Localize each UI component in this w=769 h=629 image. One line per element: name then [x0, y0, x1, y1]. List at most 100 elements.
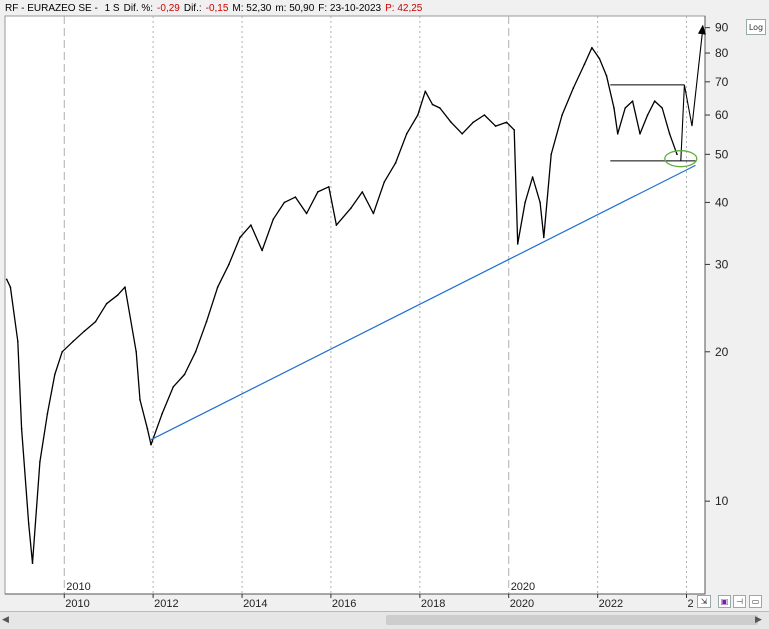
price-point [94, 320, 97, 323]
price-point [531, 176, 534, 178]
x-tick-label: 2018 [421, 598, 445, 610]
price-point [283, 201, 286, 204]
x-tick-label: 2020 [510, 598, 534, 610]
price-point [383, 181, 386, 183]
dif-pct-label: Dif. %: [123, 3, 154, 14]
scrollbar-thumb[interactable] [386, 615, 758, 625]
price-point [83, 330, 86, 333]
y-tick-label: 90 [715, 21, 729, 35]
y-tick-label: 50 [715, 147, 729, 161]
log-scale-button[interactable]: Log [746, 19, 766, 35]
quote-header: RF - EURAZEO SE - 1 S Dif. %: -0,29 Dif.: -0… [5, 3, 426, 14]
price-point [39, 461, 41, 463]
price-point [646, 114, 649, 116]
price-point [361, 191, 364, 193]
price-series-line [6, 47, 678, 564]
price-point [139, 399, 141, 401]
y-tick-label: 10 [715, 494, 729, 508]
y-tick-label: 70 [715, 75, 729, 89]
plot-area[interactable] [4, 15, 706, 595]
price-point [591, 46, 593, 49]
price-point [350, 207, 352, 209]
period-label: 1 S [104, 3, 120, 14]
y-tick-label: 20 [715, 345, 729, 359]
price-point [54, 373, 56, 376]
price-point [124, 286, 126, 288]
price-point [183, 373, 186, 376]
price-point [624, 107, 626, 109]
dif-label: Dif.: [183, 3, 202, 14]
min-label: m: 50,90 [275, 3, 315, 14]
price-point [161, 413, 163, 415]
price-point [483, 114, 486, 116]
price-point [605, 74, 608, 77]
projection-arrowhead [697, 24, 706, 35]
x-axis: 2010 2012 2014 2016 2018 2020 2022 2 [5, 593, 705, 610]
y-tick-label: 30 [715, 257, 729, 271]
zoom-icon[interactable]: ⇲ [697, 595, 711, 608]
x-tick-label: 2014 [243, 598, 267, 610]
price-point [394, 162, 397, 164]
x-tick-label: 2022 [599, 598, 623, 610]
price-point [9, 286, 12, 288]
price-point [116, 294, 119, 297]
price-point [653, 100, 656, 102]
price-point [20, 427, 23, 430]
price-point [424, 90, 427, 93]
y-axis: 10 20 30 40 50 60 70 80 90 [704, 16, 729, 594]
in-chart-year-label: 2020 [511, 581, 535, 593]
price-point [516, 243, 519, 245]
price-point [335, 224, 338, 226]
price-point [105, 302, 108, 305]
price-point [598, 57, 601, 60]
pin-icon[interactable]: ⊣ [733, 595, 746, 608]
price-point [524, 201, 526, 204]
price-point [17, 340, 19, 343]
price-point [150, 443, 152, 446]
price-point [250, 224, 252, 226]
price-point [550, 153, 552, 156]
trendline [150, 164, 696, 441]
x-tick-label: 2016 [332, 598, 356, 610]
price-point [472, 121, 475, 124]
price-point [61, 351, 63, 353]
scroll-right-arrow-icon[interactable]: ▶ [755, 614, 762, 624]
price-point [405, 133, 408, 135]
window-icon[interactable]: ▭ [749, 595, 762, 608]
scroll-left-arrow-icon[interactable]: ◀ [2, 614, 9, 624]
price-point [146, 427, 149, 430]
price-point [46, 413, 49, 415]
price-point [216, 286, 219, 288]
price-point [228, 263, 230, 266]
price-point [372, 212, 375, 215]
price-point [639, 133, 641, 135]
price-point [539, 201, 541, 204]
price-point [513, 129, 515, 131]
price-point [328, 186, 330, 188]
dif-pct-value: -0,29 [157, 3, 180, 14]
price-point [543, 236, 545, 239]
x-tick-label: 2010 [65, 598, 89, 610]
price-point [272, 218, 275, 220]
price-point [239, 236, 241, 239]
price-point [572, 87, 575, 89]
dif-value: -0,15 [205, 3, 229, 14]
price-point [616, 133, 619, 135]
price-point [583, 63, 586, 65]
price-point [613, 107, 615, 109]
price-point [417, 114, 419, 116]
price-point [72, 340, 74, 343]
x-tick-label: 2012 [154, 598, 178, 610]
price-point [294, 196, 297, 198]
max-label: M: 52,30 [232, 3, 272, 14]
price-point [505, 121, 508, 124]
price-point [261, 249, 263, 252]
date-label: F: 23-10-2023 [318, 3, 382, 14]
price-point [135, 351, 137, 353]
price-point [172, 386, 175, 388]
price-point [31, 562, 34, 564]
save-icon[interactable]: ▣ [718, 595, 731, 608]
price-chart[interactable]: 2010 2020 10 20 30 40 50 60 70 80 90 2010 2012 2014… [0, 0, 769, 611]
horizontal-scrollbar[interactable]: ◀ ▶ [0, 611, 769, 629]
